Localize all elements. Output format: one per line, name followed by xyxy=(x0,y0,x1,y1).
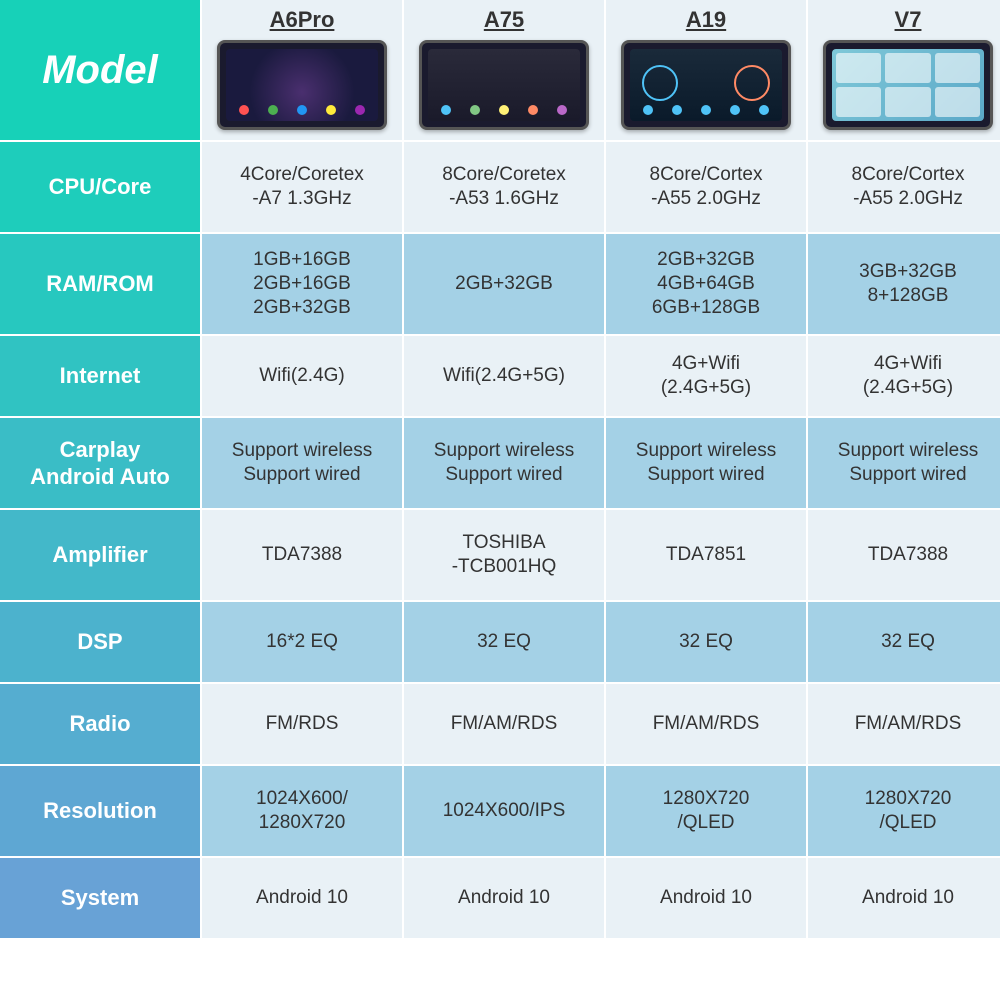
cell-dsp-0: 16*2 EQ xyxy=(202,602,402,682)
cell-cpu-2: 8Core/Cortex -A55 2.0GHz xyxy=(606,142,806,232)
label-carplay: Carplay Android Auto xyxy=(0,418,200,508)
cell-internet-0: Wifi(2.4G) xyxy=(202,336,402,416)
cell-amp-3: TDA7388 xyxy=(808,510,1000,600)
label-system: System xyxy=(0,858,200,938)
model-name-1: A75 xyxy=(484,6,524,34)
cell-internet-1: Wifi(2.4G+5G) xyxy=(404,336,604,416)
cell-res-2: 1280X720 /QLED xyxy=(606,766,806,856)
cell-cpu-1: 8Core/Coretex -A53 1.6GHz xyxy=(404,142,604,232)
cell-dsp-2: 32 EQ xyxy=(606,602,806,682)
cell-res-0: 1024X600/ 1280X720 xyxy=(202,766,402,856)
cell-sys-3: Android 10 xyxy=(808,858,1000,938)
cell-radio-1: FM/AM/RDS xyxy=(404,684,604,764)
cell-cpu-3: 8Core/Cortex -A55 2.0GHz xyxy=(808,142,1000,232)
cell-dsp-1: 32 EQ xyxy=(404,602,604,682)
cell-res-1: 1024X600/IPS xyxy=(404,766,604,856)
cell-carplay-2: Support wireless Support wired xyxy=(606,418,806,508)
header-v7: V7 xyxy=(808,0,1000,140)
cell-internet-3: 4G+Wifi (2.4G+5G) xyxy=(808,336,1000,416)
device-thumb-v7 xyxy=(823,40,993,130)
label-internet: Internet xyxy=(0,336,200,416)
cell-amp-1: TOSHIBA -TCB001HQ xyxy=(404,510,604,600)
cell-res-3: 1280X720 /QLED xyxy=(808,766,1000,856)
comparison-table: Model A6Pro A75 A19 V7 CPU/Core 4Core/Co… xyxy=(0,0,1000,1000)
label-ram: RAM/ROM xyxy=(0,234,200,334)
cell-ram-0: 1GB+16GB 2GB+16GB 2GB+32GB xyxy=(202,234,402,334)
cell-ram-1: 2GB+32GB xyxy=(404,234,604,334)
cell-radio-0: FM/RDS xyxy=(202,684,402,764)
header-a6pro: A6Pro xyxy=(202,0,402,140)
label-radio: Radio xyxy=(0,684,200,764)
label-resolution: Resolution xyxy=(0,766,200,856)
label-cpu: CPU/Core xyxy=(0,142,200,232)
model-name-2: A19 xyxy=(686,6,726,34)
cell-ram-3: 3GB+32GB 8+128GB xyxy=(808,234,1000,334)
model-name-3: V7 xyxy=(895,6,922,34)
label-amplifier: Amplifier xyxy=(0,510,200,600)
cell-dsp-3: 32 EQ xyxy=(808,602,1000,682)
header-a19: A19 xyxy=(606,0,806,140)
cell-carplay-0: Support wireless Support wired xyxy=(202,418,402,508)
header-a75: A75 xyxy=(404,0,604,140)
cell-carplay-3: Support wireless Support wired xyxy=(808,418,1000,508)
cell-ram-2: 2GB+32GB 4GB+64GB 6GB+128GB xyxy=(606,234,806,334)
device-thumb-a6pro xyxy=(217,40,387,130)
cell-sys-1: Android 10 xyxy=(404,858,604,938)
cell-sys-2: Android 10 xyxy=(606,858,806,938)
cell-cpu-0: 4Core/Coretex -A7 1.3GHz xyxy=(202,142,402,232)
label-model: Model xyxy=(0,0,200,140)
cell-amp-2: TDA7851 xyxy=(606,510,806,600)
cell-radio-3: FM/AM/RDS xyxy=(808,684,1000,764)
cell-sys-0: Android 10 xyxy=(202,858,402,938)
model-name-0: A6Pro xyxy=(270,6,335,34)
cell-carplay-1: Support wireless Support wired xyxy=(404,418,604,508)
cell-amp-0: TDA7388 xyxy=(202,510,402,600)
device-thumb-a75 xyxy=(419,40,589,130)
device-thumb-a19 xyxy=(621,40,791,130)
label-dsp: DSP xyxy=(0,602,200,682)
cell-radio-2: FM/AM/RDS xyxy=(606,684,806,764)
cell-internet-2: 4G+Wifi (2.4G+5G) xyxy=(606,336,806,416)
